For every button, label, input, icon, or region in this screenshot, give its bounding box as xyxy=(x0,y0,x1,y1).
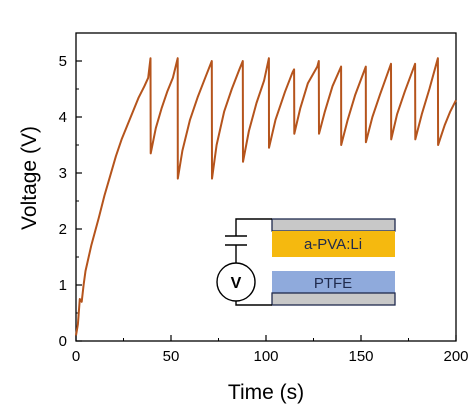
inset-bottom-layer-label: PTFE xyxy=(314,275,352,292)
x-tick-label: 150 xyxy=(348,348,373,365)
y-axis-title: Voltage (V) xyxy=(18,126,41,230)
voltmeter-circle xyxy=(216,262,256,302)
voltmeter-label: V xyxy=(231,275,242,292)
x-tick-label: 200 xyxy=(443,348,468,365)
inset-bottom-electrode xyxy=(271,292,396,306)
plot-area xyxy=(75,32,457,342)
y-tick-label: 1 xyxy=(59,277,67,294)
x-tick-label: 0 xyxy=(72,348,80,365)
x-axis-title: Time (s) xyxy=(228,381,304,404)
data-layer xyxy=(75,57,457,336)
inset-top-layer-label: a-PVA:Li xyxy=(304,236,362,253)
y-tick-label: 0 xyxy=(59,333,67,350)
inset-bottom-layer xyxy=(272,271,395,293)
y-tick-label: 5 xyxy=(59,53,67,70)
axis-ticks: 0 50 100 150 200 0 1 2 3 4 5 xyxy=(59,53,469,365)
y-tick-label: 4 xyxy=(59,109,67,126)
device-schematic-inset: a-PVA:Li PTFE V xyxy=(216,218,396,306)
x-tick-label: 100 xyxy=(253,348,278,365)
y-tick-label: 2 xyxy=(59,221,67,238)
inset-top-layer xyxy=(272,231,395,257)
y-tick-label: 3 xyxy=(59,165,67,182)
x-tick-label: 50 xyxy=(163,348,180,365)
series-line-0 xyxy=(75,57,457,336)
plot-frame xyxy=(75,32,457,342)
inset-top-electrode xyxy=(271,218,396,232)
